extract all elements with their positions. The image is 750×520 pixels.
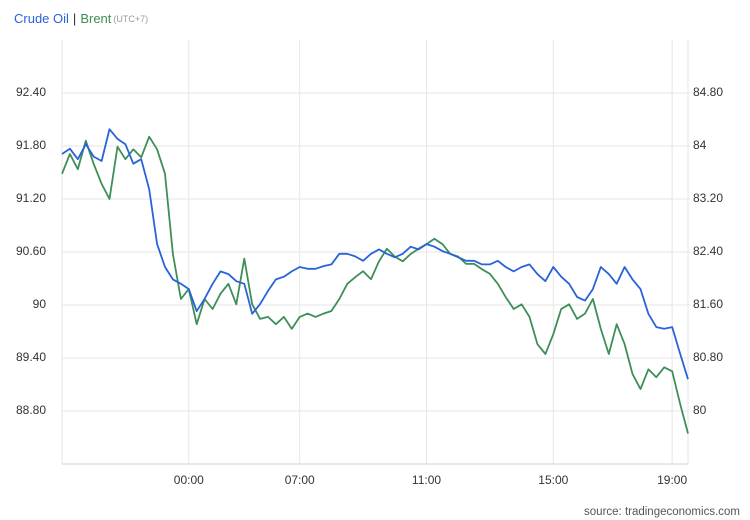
y-tick-label: 92.40: [16, 85, 46, 99]
y-tick-label: 91.20: [16, 191, 46, 205]
y2-tick-label: 80.80: [693, 350, 723, 364]
line-series: [61, 128, 689, 380]
x-tick-label: 00:00: [174, 473, 204, 487]
y-tick-label: 89.40: [16, 350, 46, 364]
x-tick-label: 15:00: [538, 473, 568, 487]
timezone: (UTC+7): [113, 14, 148, 24]
y2-tick-label: 84.80: [693, 85, 723, 99]
line-series: [61, 135, 689, 434]
legend-brent: Brent: [80, 11, 111, 26]
y2-tick-label: 82.40: [693, 244, 723, 258]
y-tick-label: 90: [33, 297, 47, 311]
y-tick-label: 90.60: [16, 244, 46, 258]
title-separator: |: [73, 11, 76, 26]
x-tick-label: 11:00: [412, 473, 441, 487]
chart-title: Crude Oil | Brent (UTC+7): [14, 11, 148, 26]
y-tick-label: 88.80: [16, 403, 46, 417]
legend-crude-oil: Crude Oil: [14, 11, 69, 26]
y2-tick-label: 81.60: [693, 297, 723, 311]
source: source: tradingeconomics.com: [584, 506, 740, 518]
y2-tick-label: 83.20: [693, 191, 723, 205]
y2-tick-label: 80: [693, 403, 707, 417]
y-tick-label: 91.80: [16, 138, 46, 152]
y2-tick-label: 84: [693, 138, 707, 152]
x-tick-label: 07:00: [285, 473, 315, 487]
x-tick-label: 19:00: [657, 473, 687, 487]
